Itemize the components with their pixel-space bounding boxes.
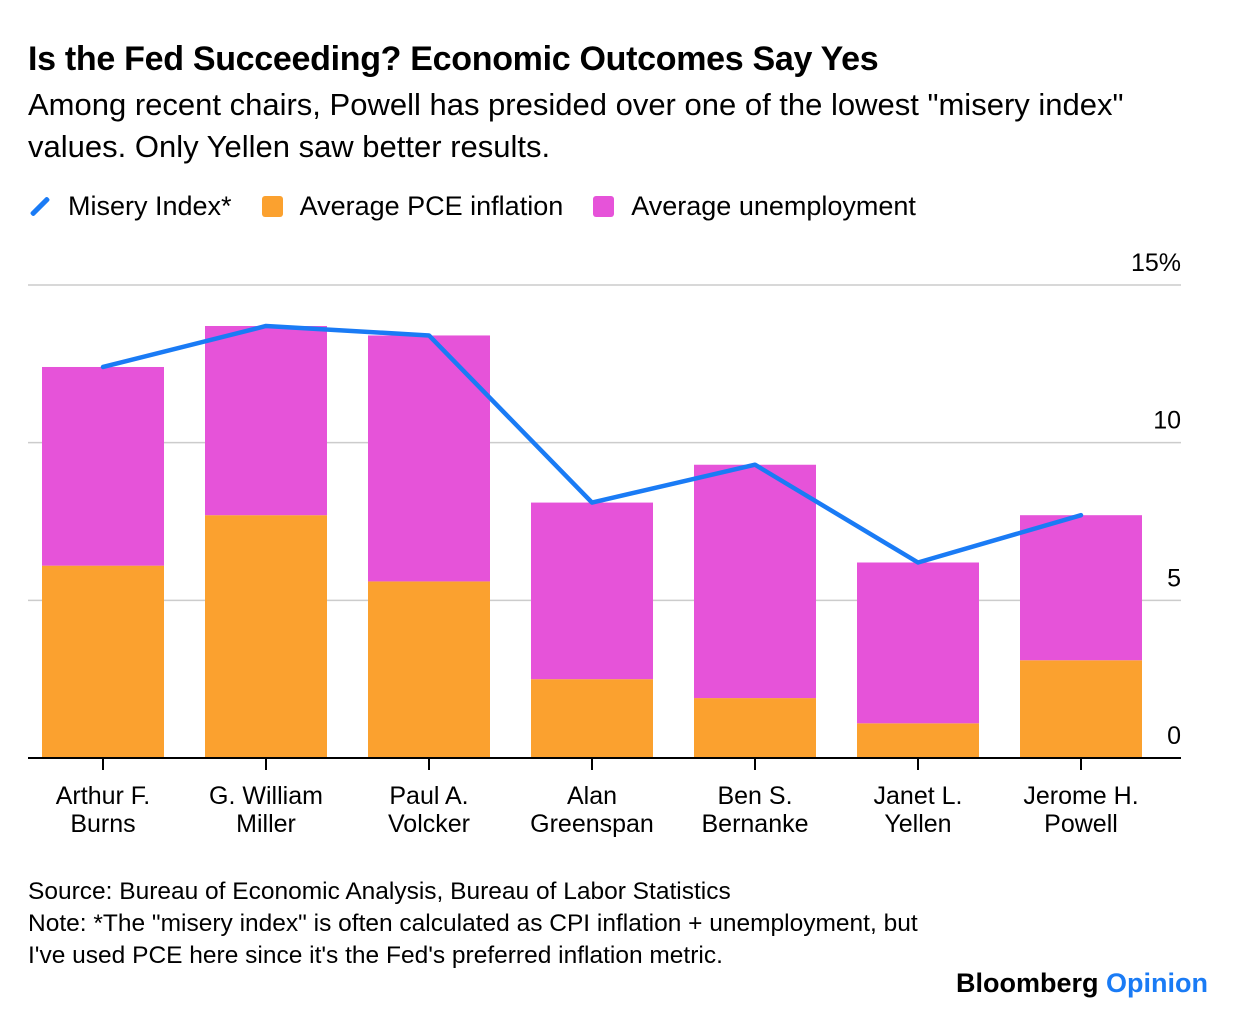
source-note: Source: Bureau of Economic Analysis, Bur… <box>28 878 731 905</box>
x-tick-label-line: Arthur F. <box>56 782 150 810</box>
y-tick-label: 10 <box>1153 407 1181 435</box>
legend-label-unemployment: Average unemployment <box>631 190 916 221</box>
legend-unemployment-swatch <box>593 195 615 217</box>
bar-pce-inflation <box>205 515 327 758</box>
x-tick-label-line: Paul A. <box>389 782 468 810</box>
bar-unemployment <box>205 325 327 516</box>
y-tick-label: 5 <box>1167 564 1181 592</box>
bar-unemployment <box>42 366 164 566</box>
bar-pce-inflation <box>368 581 490 758</box>
bar-unemployment <box>368 335 490 582</box>
x-tick-label: Janet L. Yellen <box>874 782 963 838</box>
chart-title: Is the Fed Succeeding? Economic Outcomes… <box>28 40 879 78</box>
x-tick-label-line: Miller <box>236 810 296 838</box>
x-tick-label-line: Volcker <box>388 810 470 838</box>
x-tick-label-line: Yellen <box>884 810 951 838</box>
bar-pce-inflation <box>857 723 979 758</box>
bar-pce-inflation <box>694 698 816 758</box>
methodology-note: Note: *The "misery index" is often calcu… <box>28 910 918 969</box>
x-tick-label: G. William Miller <box>209 782 323 838</box>
y-tick-label: 0 <box>1167 722 1181 750</box>
x-tick-label-line: Powell <box>1044 810 1118 838</box>
chart-legend: Misery Index* Average PCE inflation Aver… <box>28 188 946 224</box>
legend-item-unemployment: Average unemployment <box>593 191 916 222</box>
bar-unemployment <box>694 464 816 699</box>
legend-label-misery-index: Misery Index* <box>68 190 232 221</box>
x-tick-label: Ben S. Bernanke <box>701 782 808 838</box>
y-tick-label: 15% <box>1131 249 1181 277</box>
x-tick-label-line: Jerome H. <box>1023 782 1138 810</box>
legend-item-pce-inflation: Average PCE inflation <box>261 190 564 222</box>
bar-pce-inflation <box>531 679 653 758</box>
x-tick-label: Jerome H. Powell <box>1023 782 1138 838</box>
brand-logo: Bloomberg Opinion <box>956 968 1208 999</box>
bar-pce-inflation <box>42 565 164 758</box>
x-tick-label-line: Greenspan <box>530 810 654 838</box>
legend-label-pce-inflation: Average PCE inflation <box>299 190 564 221</box>
legend-inflation-swatch <box>261 195 283 217</box>
x-tick-label-line: G. William <box>209 782 323 810</box>
bar-unemployment <box>1020 515 1142 661</box>
x-tick-label-line: Burns <box>70 810 135 838</box>
x-tick-label-line: Alan <box>567 782 617 810</box>
brand-name: Bloomberg <box>955 968 1099 998</box>
x-tick-label: Arthur F. Burns <box>56 782 150 838</box>
chart-plot: 15% 10 5 0 Arthur F. Burns G. William Miller Pau… <box>28 249 1181 838</box>
chart-subtitle: Among recent chairs, Powell has presided… <box>28 87 1124 164</box>
x-tick-label: Paul A. Volcker <box>388 782 470 838</box>
legend-line-swatch <box>29 195 51 217</box>
brand-section: Opinion <box>1106 968 1208 998</box>
x-tick-label-line: Ben S. <box>717 782 792 810</box>
legend-item-misery-index: Misery Index* <box>28 191 232 222</box>
bar-pce-inflation <box>1020 660 1142 758</box>
x-tick-label: Alan Greenspan <box>530 782 654 838</box>
bar-unemployment <box>531 502 653 680</box>
bar-unemployment <box>857 562 979 724</box>
x-tick-label-line: Janet L. <box>874 782 963 810</box>
x-tick-label-line: Bernanke <box>701 810 808 838</box>
chart-footer: Source: Bureau of Economic Analysis, Bur… <box>28 876 958 972</box>
